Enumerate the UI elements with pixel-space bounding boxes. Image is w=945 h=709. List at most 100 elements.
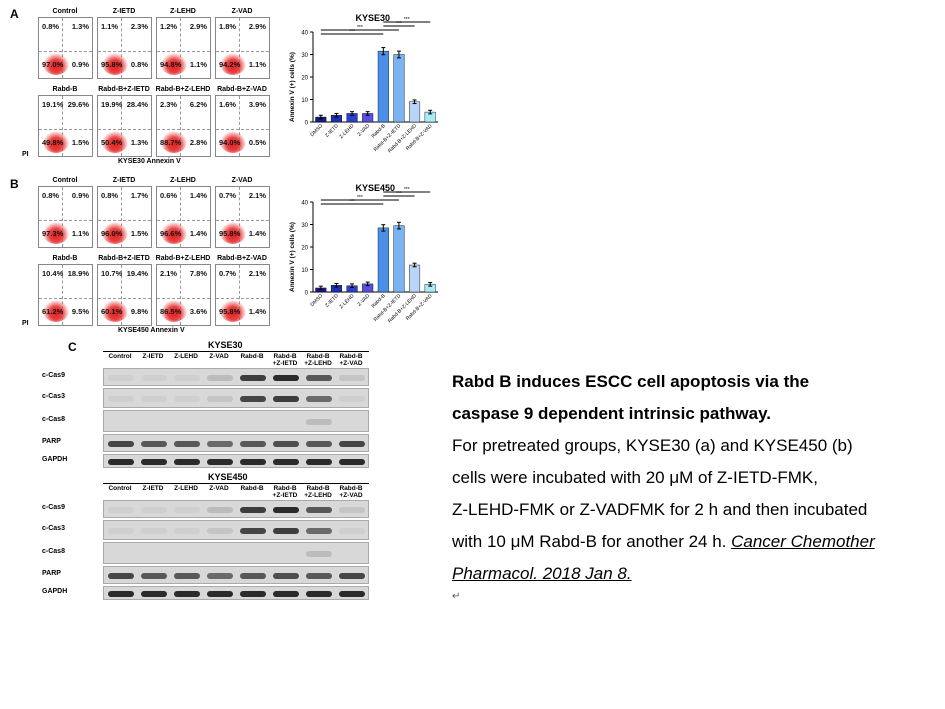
chart-title: KYSE30: [356, 13, 391, 23]
flow-gate-horizontal: [216, 129, 269, 130]
quadrant-percent: 2.8%: [189, 138, 207, 147]
quadrant-percent: 2.3%: [130, 22, 148, 31]
lane-label: Z-VAD: [209, 485, 229, 492]
caption-title-2: caspase 9 dependent intrinsic pathway.: [452, 404, 772, 423]
blot-band: [207, 396, 233, 402]
blot-band: [207, 375, 233, 381]
flow-plot: 19.9% 28.4% 50.4% 1.3%: [97, 95, 152, 157]
flow-gate-vertical: [121, 265, 122, 325]
quadrant-percent: 1.1%: [189, 60, 207, 69]
blot-band: [339, 573, 365, 579]
flow-cell-cluster: [161, 53, 187, 75]
quadrant-percent: 50.4%: [101, 138, 123, 147]
x-tick-label: Z-LEHD: [338, 123, 355, 140]
blot-band: [273, 459, 299, 465]
flow-gate-horizontal: [216, 298, 269, 299]
blot-band: [174, 441, 200, 447]
flow-plot: 10.4% 18.9% 61.2% 9.5%: [38, 264, 93, 326]
flow-plot: 1.6% 3.9% 94.0% 0.5%: [215, 95, 270, 157]
flow-gate-vertical: [62, 18, 63, 78]
quadrant-percent: 96.0%: [101, 229, 123, 238]
blot-band: [240, 528, 266, 534]
paragraph-mark: ↵: [452, 591, 461, 602]
flow-group-label: Z-LEHD: [170, 8, 196, 15]
flow-gate-vertical: [239, 265, 240, 325]
quadrant-percent: 9.8%: [130, 307, 148, 316]
citation-link-part2[interactable]: Pharmacol. 2018 Jan 8.: [452, 564, 632, 583]
blot-band: [306, 528, 332, 534]
blot-band: [108, 459, 134, 465]
quadrant-percent: 2.9%: [189, 22, 207, 31]
quadrant-percent: 94.8%: [160, 60, 182, 69]
flow-cell-cluster: [102, 131, 128, 153]
lane-label: Rabd-B +Z-IETD: [272, 485, 298, 499]
flow-cell-cluster: [43, 300, 69, 322]
y-tick-label: 40: [301, 201, 308, 207]
citation-link-part1[interactable]: Cancer Chemother: [731, 532, 875, 551]
blot-band: [207, 528, 233, 534]
flow-group-label: Rabd-B+Z-IETD: [98, 86, 150, 93]
bar-chart-kyse450: KYSE450 0 10 20 30 40 Annexin V (+) cells (%) D…: [289, 183, 438, 324]
quadrant-percent: 10.7%: [101, 269, 123, 278]
lane-label: Control: [108, 485, 132, 492]
blot-band: [108, 573, 134, 579]
flow-gate-horizontal: [157, 51, 210, 52]
flow-plot: 0.8% 1.7% 96.0% 1.5%: [97, 186, 152, 248]
quadrant-percent: 9.5%: [71, 307, 89, 316]
blot-band: [273, 573, 299, 579]
flow-cell-cluster: [102, 222, 128, 244]
flow-gate-horizontal: [39, 298, 92, 299]
blot-band: [240, 507, 266, 513]
flow-group-label: Z-VAD: [231, 8, 253, 15]
blot-band: [273, 375, 299, 381]
blot-band: [108, 375, 134, 381]
blot-band: [306, 591, 332, 597]
y-axis-label: Annexin V (+) cells (%): [289, 222, 296, 292]
blot-band: [306, 459, 332, 465]
flow-gate-vertical: [62, 187, 63, 247]
blot-band: [339, 375, 365, 381]
quadrant-percent: 1.4%: [248, 229, 266, 238]
blot-band: [306, 551, 332, 557]
flow-gate-horizontal: [39, 220, 92, 221]
flow-gate-horizontal: [157, 298, 210, 299]
blot-band: [240, 375, 266, 381]
flow-gate-vertical: [239, 187, 240, 247]
y-tick-label: 30: [301, 223, 308, 229]
panel-label-b: B: [10, 177, 19, 191]
quadrant-percent: 0.7%: [219, 269, 237, 278]
flow-group-label: Z-LEHD: [170, 177, 196, 184]
blot-row-label: c-Cas3: [42, 393, 65, 400]
bar: [409, 264, 421, 293]
quadrant-percent: 0.8%: [130, 60, 148, 69]
quadrant-percent: 1.1%: [101, 22, 119, 31]
y-tick-label: 0: [305, 291, 309, 297]
blot-band: [108, 441, 134, 447]
quadrant-percent: 1.1%: [248, 60, 266, 69]
flow-gate-horizontal: [157, 220, 210, 221]
blot-band: [306, 375, 332, 381]
flow-gate-horizontal: [216, 220, 269, 221]
quadrant-percent: 1.2%: [160, 22, 178, 31]
significance-label: ***: [357, 25, 363, 31]
blot-band: [240, 459, 266, 465]
flow-group-label: Z-IETD: [112, 177, 136, 184]
quadrant-percent: 10.4%: [42, 269, 64, 278]
quadrant-percent: 1.7%: [130, 191, 148, 200]
blot-row-label: c-Cas8: [42, 548, 65, 555]
flow-group-label: Rabd-B: [52, 86, 78, 93]
quadrant-percent: 0.9%: [71, 191, 89, 200]
lane-label: Rabd-B: [240, 353, 264, 360]
blot-band: [174, 573, 200, 579]
flow-gate-vertical: [180, 187, 181, 247]
blot-band: [141, 573, 167, 579]
quadrant-percent: 60.1%: [101, 307, 123, 316]
y-tick-label: 10: [301, 98, 308, 104]
lane-label: Z-LEHD: [174, 353, 198, 360]
panel-label-a: A: [10, 7, 19, 21]
blot-band: [339, 441, 365, 447]
bar-chart-kyse30: KYSE30 0 10 20 30 40 Annexin V (+) cells (%) DM…: [289, 13, 438, 154]
quadrant-percent: 96.6%: [160, 229, 182, 238]
flow-cell-cluster: [161, 300, 187, 322]
flow-gate-vertical: [121, 187, 122, 247]
